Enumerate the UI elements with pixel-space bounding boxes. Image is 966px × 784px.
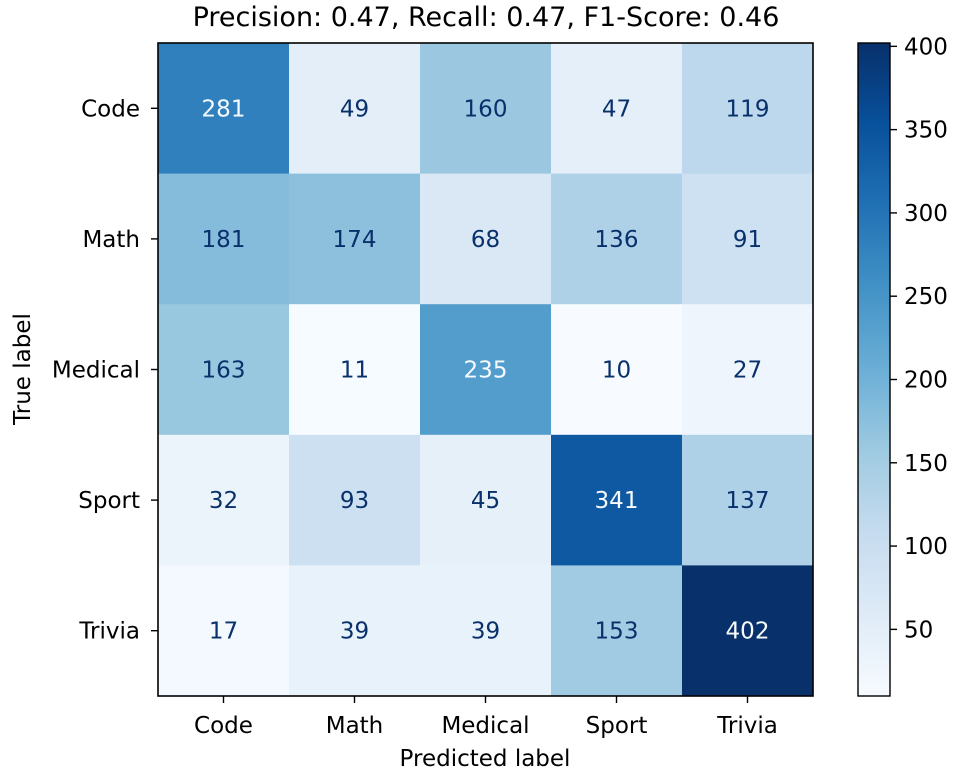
heatmap-cells: 281 49 160 47 119 181 174 68 136 91 163 11 235 10 27 32…	[158, 43, 814, 697]
cell-value-label: 160	[464, 96, 508, 122]
heatmap-cell	[158, 434, 290, 566]
heatmap-cell	[289, 173, 421, 305]
cell-value-label: 39	[471, 619, 500, 645]
colorbar-tick-label: 400	[904, 34, 948, 60]
colorbar-tick-label: 350	[904, 118, 948, 144]
heatmap-cell	[682, 173, 814, 305]
heatmap-cell	[289, 434, 421, 566]
cell-value-label: 68	[471, 227, 500, 253]
heatmap-cell	[158, 304, 290, 436]
x-tick-label: Sport	[586, 713, 648, 739]
cell-value-label: 17	[209, 619, 238, 645]
colorbar-tick-label: 50	[904, 617, 933, 643]
heatmap-cell	[158, 173, 290, 305]
cell-value-label: 136	[595, 227, 639, 253]
cell-value-label: 281	[202, 96, 246, 122]
heatmap-cell	[420, 434, 552, 566]
heatmap-cell	[551, 304, 683, 436]
y-tick-label: Trivia	[78, 619, 140, 645]
heatmap-cell	[682, 304, 814, 436]
x-axis-ticks: Code Math Medical Sport Trivia	[194, 696, 778, 739]
heatmap-cell	[551, 434, 683, 566]
heatmap-cell	[289, 565, 421, 697]
chart-title: Precision: 0.47, Recall: 0.47, F1-Score:…	[193, 2, 780, 33]
y-axis-ticks: Code Math Medical Sport Trivia	[52, 96, 158, 645]
heatmap-cell	[158, 565, 290, 697]
y-tick-label: Medical	[52, 358, 140, 384]
colorbar-ticks: 50 100 150 200 250 300 350 400	[890, 34, 948, 643]
y-tick-label: Code	[81, 96, 140, 122]
heatmap-cell	[158, 43, 290, 175]
heatmap-cell	[420, 565, 552, 697]
cell-value-label: 174	[333, 227, 377, 253]
x-tick-label: Code	[194, 713, 253, 739]
cell-value-label: 47	[602, 96, 631, 122]
cell-value-label: 181	[202, 227, 246, 253]
cell-value-label: 11	[340, 358, 369, 384]
cell-value-label: 93	[340, 488, 369, 514]
cell-value-label: 39	[340, 619, 369, 645]
colorbar	[857, 42, 891, 697]
x-tick-label: Trivia	[716, 713, 778, 739]
heatmap-cell	[420, 173, 552, 305]
cell-value-label: 235	[464, 358, 508, 384]
colorbar-tick-label: 300	[904, 201, 948, 227]
heatmap-cell	[682, 565, 814, 697]
cell-value-label: 10	[602, 358, 631, 384]
heatmap-cell	[289, 43, 421, 175]
heatmap-cell	[551, 173, 683, 305]
cell-value-label: 341	[595, 488, 639, 514]
heatmap-cell	[289, 304, 421, 436]
cell-value-label: 119	[726, 96, 770, 122]
y-tick-label: Sport	[78, 488, 140, 514]
heatmap-cell	[420, 304, 552, 436]
colorbar-tick-label: 200	[904, 367, 948, 393]
heatmap-cell	[551, 565, 683, 697]
heatmap-cell	[420, 43, 552, 175]
colorbar-tick-label: 250	[904, 284, 948, 310]
cell-value-label: 137	[726, 488, 770, 514]
cell-value-label: 45	[471, 488, 500, 514]
heatmap-cell	[682, 434, 814, 566]
heatmap-cell	[551, 43, 683, 175]
colorbar-tick-label: 100	[904, 534, 948, 560]
cell-value-label: 163	[202, 358, 246, 384]
y-axis-label: True label	[10, 313, 36, 426]
cell-value-label: 91	[733, 227, 762, 253]
cell-value-label: 27	[733, 358, 762, 384]
y-tick-label: Math	[82, 227, 140, 253]
cell-value-label: 49	[340, 96, 369, 122]
x-tick-label: Math	[326, 713, 384, 739]
cell-value-label: 402	[726, 619, 770, 645]
cell-value-label: 32	[209, 488, 238, 514]
cell-value-label: 153	[595, 619, 639, 645]
x-tick-label: Medical	[441, 713, 529, 739]
colorbar-tick-label: 150	[904, 451, 948, 477]
x-axis-label: Predicted label	[400, 746, 571, 772]
heatmap-cell	[682, 43, 814, 175]
